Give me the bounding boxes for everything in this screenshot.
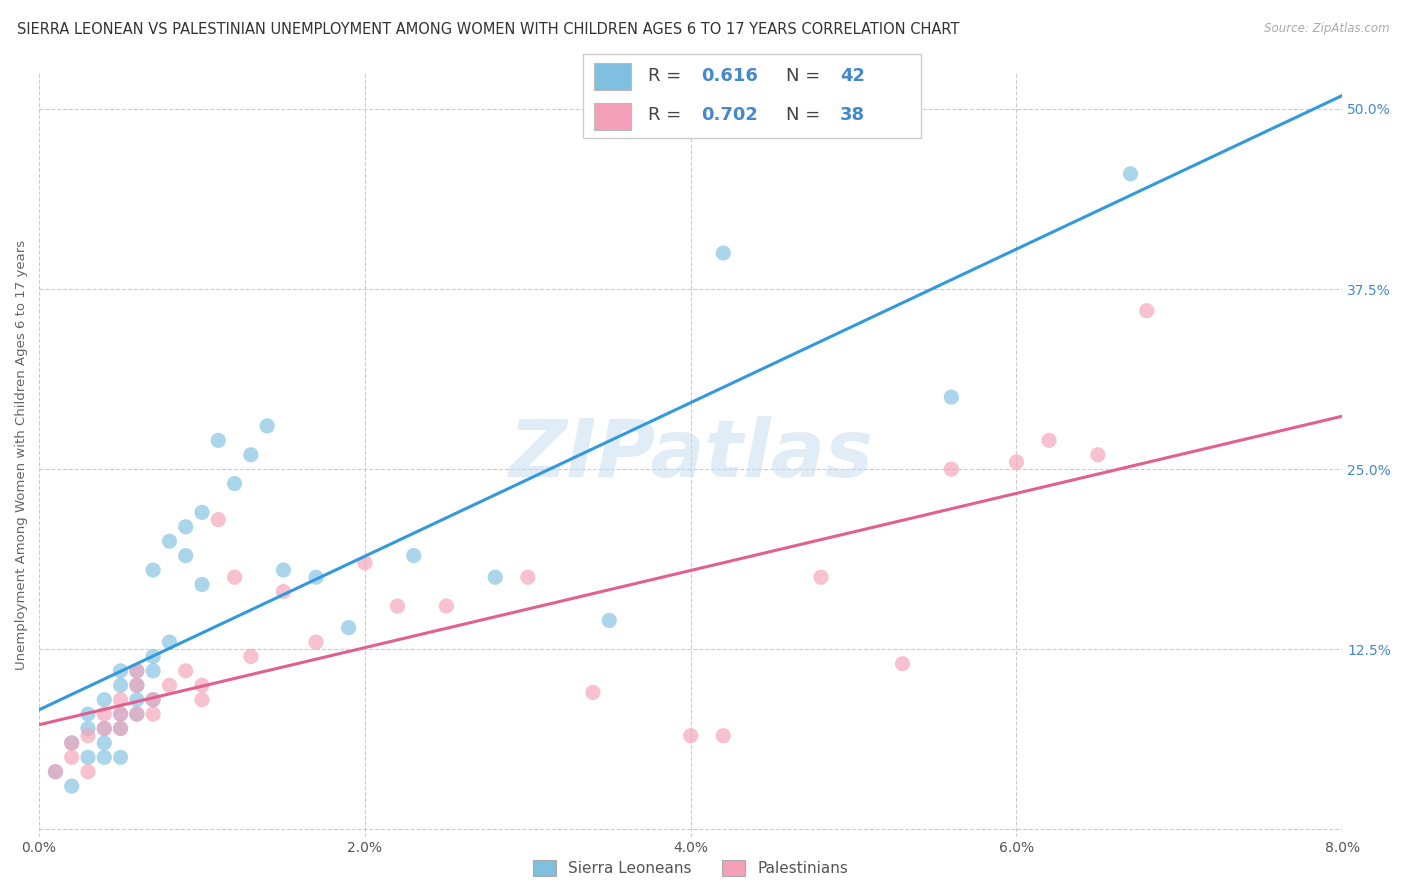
Point bbox=[582, 685, 605, 699]
Point bbox=[142, 563, 165, 577]
Point bbox=[337, 621, 360, 635]
Text: ZIPatlas: ZIPatlas bbox=[508, 416, 873, 494]
Point bbox=[239, 448, 262, 462]
Point bbox=[125, 678, 148, 692]
Point bbox=[60, 750, 83, 764]
Text: 0.616: 0.616 bbox=[702, 68, 758, 86]
FancyBboxPatch shape bbox=[583, 54, 921, 138]
Point bbox=[273, 563, 295, 577]
Point bbox=[110, 707, 132, 722]
Point bbox=[1119, 167, 1142, 181]
Point bbox=[125, 678, 148, 692]
Point bbox=[305, 570, 328, 584]
Point bbox=[516, 570, 538, 584]
Point bbox=[273, 584, 295, 599]
Point bbox=[174, 664, 197, 678]
Point bbox=[60, 736, 83, 750]
Text: 38: 38 bbox=[839, 106, 865, 124]
Point bbox=[93, 722, 115, 736]
Point bbox=[142, 692, 165, 706]
Point bbox=[77, 764, 100, 779]
Point bbox=[110, 692, 132, 706]
Point bbox=[224, 476, 246, 491]
Text: N =: N = bbox=[786, 106, 820, 124]
Point bbox=[77, 707, 100, 722]
Point bbox=[810, 570, 832, 584]
Point bbox=[159, 678, 181, 692]
Point bbox=[142, 692, 165, 706]
Point bbox=[93, 707, 115, 722]
Point bbox=[305, 635, 328, 649]
Point bbox=[679, 729, 702, 743]
Point bbox=[110, 722, 132, 736]
Point bbox=[239, 649, 262, 664]
Point bbox=[402, 549, 425, 563]
Point bbox=[434, 599, 457, 613]
Y-axis label: Unemployment Among Women with Children Ages 6 to 17 years: Unemployment Among Women with Children A… bbox=[15, 240, 28, 670]
Point bbox=[207, 434, 229, 448]
Point bbox=[159, 635, 181, 649]
Point bbox=[77, 750, 100, 764]
Point bbox=[110, 678, 132, 692]
Point bbox=[77, 729, 100, 743]
Point bbox=[142, 649, 165, 664]
Point bbox=[191, 505, 214, 519]
Point bbox=[60, 736, 83, 750]
Point bbox=[174, 549, 197, 563]
Point bbox=[224, 570, 246, 584]
Point bbox=[941, 462, 963, 476]
Point bbox=[110, 722, 132, 736]
Point bbox=[256, 419, 278, 434]
Point bbox=[1005, 455, 1028, 469]
Point bbox=[125, 707, 148, 722]
Text: 0.702: 0.702 bbox=[702, 106, 758, 124]
Point bbox=[159, 534, 181, 549]
Point bbox=[1136, 303, 1159, 318]
Text: Source: ZipAtlas.com: Source: ZipAtlas.com bbox=[1264, 22, 1389, 36]
Text: 42: 42 bbox=[839, 68, 865, 86]
Point bbox=[1038, 434, 1060, 448]
Point bbox=[354, 556, 377, 570]
Point bbox=[1087, 448, 1109, 462]
Text: SIERRA LEONEAN VS PALESTINIAN UNEMPLOYMENT AMONG WOMEN WITH CHILDREN AGES 6 TO 1: SIERRA LEONEAN VS PALESTINIAN UNEMPLOYME… bbox=[17, 22, 959, 37]
Point bbox=[110, 664, 132, 678]
Text: R =: R = bbox=[648, 68, 681, 86]
Text: N =: N = bbox=[786, 68, 820, 86]
Point bbox=[711, 246, 734, 260]
Point bbox=[941, 390, 963, 404]
Point bbox=[110, 750, 132, 764]
Point bbox=[191, 678, 214, 692]
Point bbox=[44, 764, 66, 779]
Legend: Sierra Leoneans, Palestinians: Sierra Leoneans, Palestinians bbox=[527, 855, 855, 882]
Point bbox=[142, 664, 165, 678]
Point bbox=[110, 707, 132, 722]
Point bbox=[711, 729, 734, 743]
Point bbox=[93, 750, 115, 764]
Point bbox=[125, 692, 148, 706]
FancyBboxPatch shape bbox=[593, 62, 631, 90]
Point bbox=[125, 707, 148, 722]
Point bbox=[93, 736, 115, 750]
Point bbox=[142, 707, 165, 722]
Point bbox=[93, 722, 115, 736]
Point bbox=[125, 664, 148, 678]
Point bbox=[77, 722, 100, 736]
Point bbox=[60, 779, 83, 793]
Point bbox=[598, 614, 620, 628]
Point bbox=[174, 520, 197, 534]
Point bbox=[191, 692, 214, 706]
FancyBboxPatch shape bbox=[593, 103, 631, 130]
Point bbox=[484, 570, 506, 584]
Point bbox=[93, 692, 115, 706]
Point bbox=[44, 764, 66, 779]
Point bbox=[191, 577, 214, 591]
Point bbox=[387, 599, 409, 613]
Point bbox=[207, 513, 229, 527]
Text: R =: R = bbox=[648, 106, 681, 124]
Point bbox=[125, 664, 148, 678]
Point bbox=[891, 657, 914, 671]
